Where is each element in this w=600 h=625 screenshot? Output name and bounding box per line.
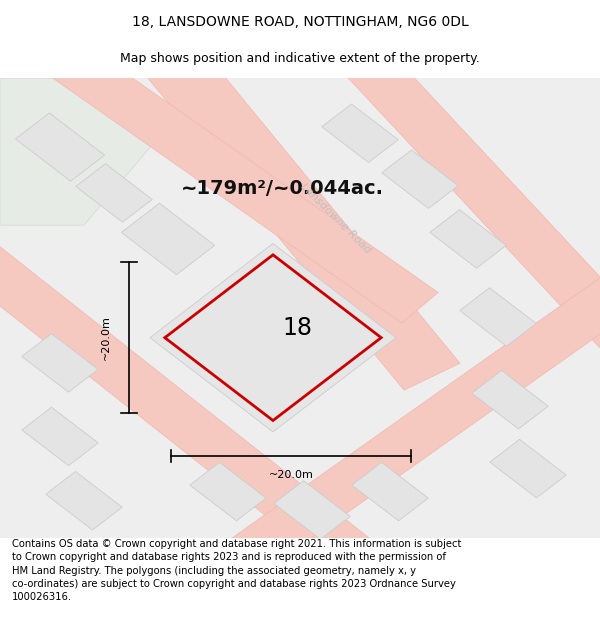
Polygon shape	[140, 42, 460, 390]
Text: 18: 18	[282, 316, 312, 341]
Text: ~20.0m: ~20.0m	[269, 470, 313, 480]
Polygon shape	[352, 462, 428, 521]
Polygon shape	[22, 334, 98, 392]
Text: Contains OS data © Crown copyright and database right 2021. This information is : Contains OS data © Crown copyright and d…	[12, 539, 461, 602]
Polygon shape	[490, 439, 566, 498]
Polygon shape	[472, 371, 548, 429]
Polygon shape	[382, 150, 458, 208]
Text: Map shows position and indicative extent of the property.: Map shows position and indicative extent…	[120, 52, 480, 65]
Polygon shape	[42, 40, 438, 323]
Polygon shape	[46, 471, 122, 530]
Polygon shape	[121, 203, 215, 274]
Polygon shape	[76, 164, 152, 222]
Polygon shape	[190, 462, 266, 521]
Polygon shape	[22, 408, 98, 466]
Polygon shape	[338, 43, 600, 357]
Polygon shape	[274, 481, 350, 539]
Polygon shape	[0, 238, 379, 575]
Polygon shape	[16, 113, 104, 181]
Polygon shape	[221, 269, 600, 576]
Text: ~179m²/~0.044ac.: ~179m²/~0.044ac.	[181, 179, 383, 198]
Polygon shape	[150, 244, 396, 432]
Text: 18, LANSDOWNE ROAD, NOTTINGHAM, NG6 0DL: 18, LANSDOWNE ROAD, NOTTINGHAM, NG6 0DL	[131, 15, 469, 29]
Polygon shape	[460, 288, 536, 346]
Text: Lansdowne Road: Lansdowne Road	[299, 181, 373, 255]
Polygon shape	[430, 209, 506, 268]
Text: ~20.0m: ~20.0m	[101, 315, 111, 360]
Polygon shape	[322, 104, 398, 162]
Polygon shape	[0, 78, 162, 225]
